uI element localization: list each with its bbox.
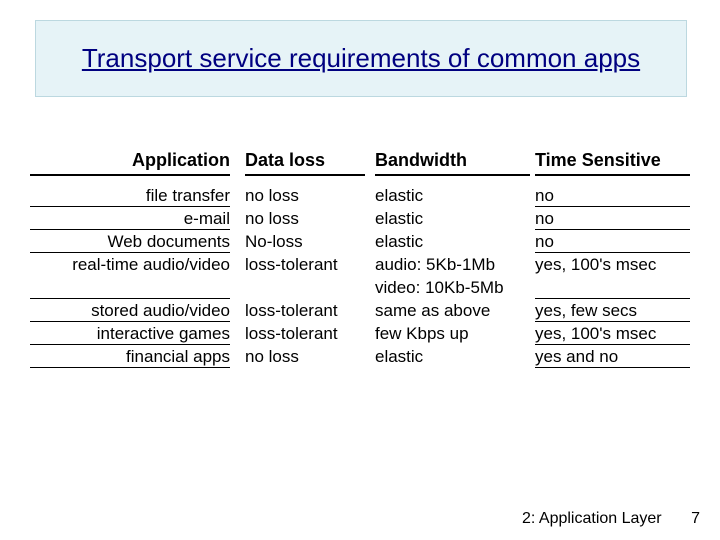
cell-app: [30, 276, 230, 299]
cell-ts: yes, few secs: [535, 299, 690, 322]
footer-page-number: 7: [691, 510, 700, 527]
cell-loss: No-loss: [245, 230, 365, 253]
cell-bw: elastic: [375, 207, 530, 230]
cell-ts: no: [535, 184, 690, 207]
cell-loss: loss-tolerant: [245, 299, 365, 322]
header-time-sensitive: Time Sensitive: [535, 150, 690, 176]
cell-loss: no loss: [245, 345, 365, 368]
cell-ts: yes, 100's msec: [535, 253, 690, 276]
cell-bw: elastic: [375, 184, 530, 207]
cell-app: e-mail: [30, 207, 230, 230]
cell-ts: yes, 100's msec: [535, 322, 690, 345]
header-bandwidth: Bandwidth: [375, 150, 530, 176]
cell-bw: video: 10Kb-5Mb: [375, 276, 530, 299]
col-data-loss: Data loss no loss no loss No-loss loss-t…: [245, 150, 365, 368]
col-time-sensitive: Time Sensitive no no no yes, 100's msec …: [535, 150, 690, 368]
cell-ts: [535, 276, 690, 299]
col-bandwidth: Bandwidth elastic elastic elastic audio:…: [375, 150, 530, 368]
cell-bw: elastic: [375, 230, 530, 253]
cell-loss: [245, 276, 365, 299]
cell-loss: no loss: [245, 184, 365, 207]
cell-loss: loss-tolerant: [245, 322, 365, 345]
cell-loss: loss-tolerant: [245, 253, 365, 276]
cell-app: interactive games: [30, 322, 230, 345]
cell-bw: same as above: [375, 299, 530, 322]
slide-title: Transport service requirements of common…: [82, 43, 640, 74]
cell-app: file transfer: [30, 184, 230, 207]
cell-loss: no loss: [245, 207, 365, 230]
cell-ts: no: [535, 230, 690, 253]
cell-bw: audio: 5Kb-1Mb: [375, 253, 530, 276]
slide: Transport service requirements of common…: [0, 0, 720, 540]
header-application: Application: [30, 150, 230, 176]
cell-app: real-time audio/video: [30, 253, 230, 276]
cell-ts: no: [535, 207, 690, 230]
col-application: Application file transfer e-mail Web doc…: [30, 150, 230, 368]
cell-bw: elastic: [375, 345, 530, 368]
cell-app: financial apps: [30, 345, 230, 368]
title-bar: Transport service requirements of common…: [35, 20, 687, 97]
slide-footer: 2: Application Layer 7: [522, 510, 700, 528]
cell-bw: few Kbps up: [375, 322, 530, 345]
footer-chapter: 2: Application Layer: [522, 510, 662, 527]
header-data-loss: Data loss: [245, 150, 365, 176]
cell-ts: yes and no: [535, 345, 690, 368]
cell-app: Web documents: [30, 230, 230, 253]
cell-app: stored audio/video: [30, 299, 230, 322]
